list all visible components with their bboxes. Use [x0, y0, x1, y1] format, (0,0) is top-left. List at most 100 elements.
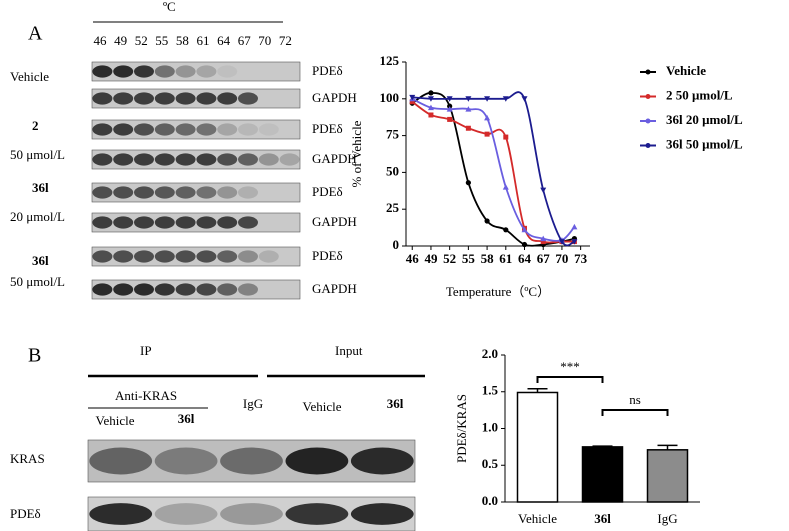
legend-swatch [645, 143, 651, 148]
y-tick-label: 75 [386, 127, 400, 142]
band [238, 216, 258, 229]
band [89, 503, 153, 525]
temperature-label: 61 [197, 33, 210, 48]
row-label: 2 [32, 118, 39, 133]
bracket [536, 376, 604, 383]
y-tick-label: 1.5 [482, 383, 499, 398]
x-tick-label: 55 [462, 251, 476, 266]
band [134, 186, 154, 199]
band [113, 283, 134, 296]
row-label: Vehicle [10, 69, 49, 84]
band [92, 123, 113, 136]
anti-label: Anti-KRAS [115, 388, 177, 403]
x-tick-label: Vehicle [518, 511, 557, 526]
x-tick-label: 70 [555, 251, 568, 266]
panel-label: A [28, 23, 43, 45]
lane-label: Vehicle [96, 413, 135, 428]
band [175, 65, 196, 78]
point [571, 223, 578, 230]
band [154, 92, 175, 105]
point [409, 94, 416, 101]
error-bar [657, 444, 678, 450]
band [285, 503, 349, 525]
temperature-label: 70 [258, 33, 271, 48]
band [134, 123, 154, 136]
lane-label: Vehicle [303, 399, 342, 414]
row-label: 36l [32, 253, 49, 268]
band [217, 250, 238, 263]
band [350, 447, 414, 475]
band [175, 153, 196, 166]
band-label: PDEδ [312, 63, 343, 78]
point [446, 96, 453, 102]
band [196, 123, 217, 136]
band [220, 503, 283, 525]
row-label: KRAS [10, 451, 45, 466]
band [258, 123, 279, 136]
x-tick-label: 46 [406, 251, 420, 266]
band-label: PDEδ [312, 248, 343, 263]
band [154, 250, 175, 263]
band [238, 283, 258, 296]
point [521, 96, 528, 102]
band [196, 186, 217, 199]
band [279, 153, 300, 166]
y-tick-label: 1.0 [482, 419, 498, 434]
row-label: 36l [32, 180, 49, 195]
band [220, 447, 283, 475]
band [154, 123, 175, 136]
band [196, 65, 217, 78]
temperature-label: 58 [176, 33, 189, 48]
annotation: ns [629, 392, 641, 407]
band [134, 153, 154, 166]
band [196, 92, 217, 105]
x-tick-label: 64 [518, 251, 532, 266]
bar [516, 391, 559, 503]
band-label: PDEδ [312, 121, 343, 136]
band [134, 92, 154, 105]
y-tick-label: 0.5 [482, 456, 499, 471]
band [113, 153, 134, 166]
point [540, 235, 547, 242]
point [465, 96, 472, 102]
point [427, 96, 434, 102]
band [154, 447, 218, 475]
lane-label: 36l [387, 396, 404, 411]
band [154, 503, 218, 525]
band [196, 283, 217, 296]
band [238, 153, 258, 166]
lane-label: 36l [178, 411, 195, 426]
point [484, 218, 490, 224]
y-tick-label: 100 [380, 90, 400, 105]
point [484, 96, 491, 102]
point [540, 239, 546, 245]
band [113, 186, 134, 199]
band [154, 65, 175, 78]
y-tick-label: 25 [386, 200, 400, 215]
band [175, 92, 196, 105]
y-tick-label: 0 [393, 237, 400, 252]
row-label: 50 μmol/L [10, 147, 65, 162]
band [175, 216, 196, 229]
lane-label: IgG [243, 396, 263, 411]
unit-label: ºC [163, 0, 176, 14]
y-axis-title: % of Vehicle [349, 120, 364, 187]
temperature-label: 49 [114, 33, 127, 48]
x-tick-label: 52 [443, 251, 456, 266]
band [113, 123, 134, 136]
point [558, 239, 565, 245]
band [196, 216, 217, 229]
point [484, 114, 491, 121]
y-tick-label: 50 [386, 163, 399, 178]
point [503, 134, 509, 140]
band [175, 186, 196, 199]
legend-label: 36l 20 μmol/L [666, 112, 743, 127]
series-line [411, 101, 575, 244]
point [465, 125, 471, 131]
x-tick-label: 58 [481, 251, 495, 266]
band [92, 92, 113, 105]
band-label: GAPDH [312, 214, 357, 229]
band [238, 92, 258, 105]
ip-label: IP [140, 343, 152, 358]
